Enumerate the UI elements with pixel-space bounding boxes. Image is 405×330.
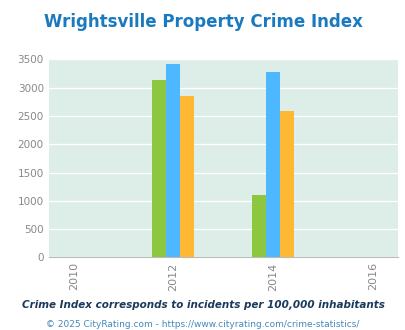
Bar — [152, 80, 166, 257]
Text: Wrightsville Property Crime Index: Wrightsville Property Crime Index — [43, 13, 362, 31]
Bar — [266, 72, 279, 257]
Bar — [180, 96, 194, 257]
Bar — [279, 111, 293, 257]
Bar — [166, 64, 180, 257]
Text: © 2025 CityRating.com - https://www.cityrating.com/crime-statistics/: © 2025 CityRating.com - https://www.city… — [46, 319, 359, 329]
Text: Crime Index corresponds to incidents per 100,000 inhabitants: Crime Index corresponds to incidents per… — [21, 300, 384, 310]
Bar — [252, 195, 266, 257]
